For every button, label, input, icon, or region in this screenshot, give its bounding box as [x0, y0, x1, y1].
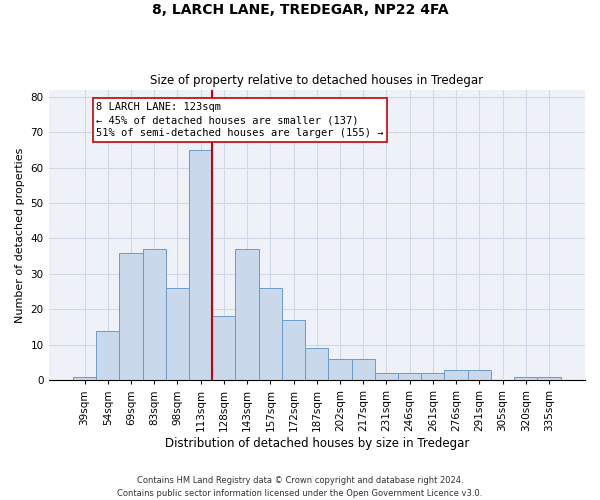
X-axis label: Distribution of detached houses by size in Tredegar: Distribution of detached houses by size … — [164, 437, 469, 450]
Text: 8 LARCH LANE: 123sqm
← 45% of detached houses are smaller (137)
51% of semi-deta: 8 LARCH LANE: 123sqm ← 45% of detached h… — [96, 102, 383, 139]
Bar — [352, 359, 375, 380]
Bar — [143, 249, 166, 380]
Y-axis label: Number of detached properties: Number of detached properties — [15, 147, 25, 322]
Bar — [235, 249, 259, 380]
Text: 8, LARCH LANE, TREDEGAR, NP22 4FA: 8, LARCH LANE, TREDEGAR, NP22 4FA — [152, 2, 448, 16]
Bar — [398, 373, 421, 380]
Bar — [514, 376, 538, 380]
Bar — [445, 370, 468, 380]
Title: Size of property relative to detached houses in Tredegar: Size of property relative to detached ho… — [150, 74, 484, 87]
Bar — [282, 320, 305, 380]
Bar — [119, 252, 143, 380]
Bar — [375, 373, 398, 380]
Bar — [189, 150, 212, 380]
Bar — [421, 373, 445, 380]
Bar — [212, 316, 235, 380]
Bar — [73, 376, 96, 380]
Bar — [96, 330, 119, 380]
Bar — [166, 288, 189, 380]
Bar — [538, 376, 560, 380]
Text: Contains HM Land Registry data © Crown copyright and database right 2024.
Contai: Contains HM Land Registry data © Crown c… — [118, 476, 482, 498]
Bar — [468, 370, 491, 380]
Bar — [259, 288, 282, 380]
Bar — [305, 348, 328, 380]
Bar — [328, 359, 352, 380]
